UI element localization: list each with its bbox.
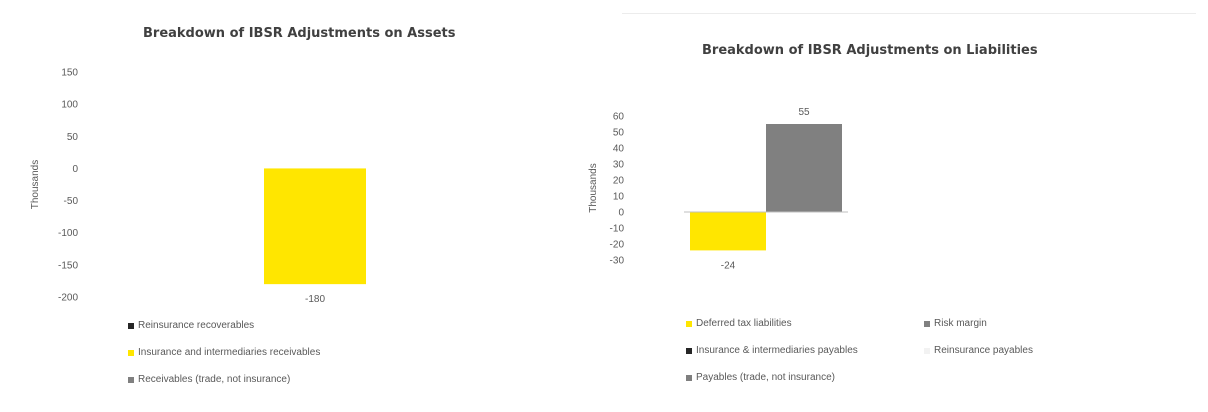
- chart-title: Breakdown of IBSR Adjustments on Assets: [143, 26, 456, 41]
- y-tick-label: -30: [610, 256, 625, 267]
- legend-item: Receivables (trade, not insurance): [128, 374, 290, 385]
- y-tick-label: -200: [58, 293, 78, 304]
- data-label: 55: [798, 107, 810, 118]
- legend-item: Insurance & intermediaries payables: [686, 345, 858, 356]
- y-tick-label: 10: [613, 192, 625, 203]
- liabilities-chart-svg: 60 50 40 30 20 10 0 -10 -20 -30 Thousands -24 55: [588, 107, 848, 271]
- y-tick-label: -100: [58, 228, 78, 239]
- y-tick-label: 0: [618, 208, 624, 219]
- y-tick-label: 150: [61, 68, 78, 79]
- bar: [690, 212, 766, 251]
- legend-label: Risk margin: [934, 318, 987, 329]
- legend-label: Reinsurance payables: [934, 345, 1033, 356]
- y-axis-label: Thousands: [30, 160, 41, 209]
- legend-swatch: [924, 320, 930, 327]
- y-tick-label: -50: [64, 196, 79, 207]
- liabilities-chart-panel: Breakdown of IBSR Adjustments on Liabili…: [588, 0, 1208, 412]
- legend-swatch: [128, 376, 134, 383]
- y-tick-label: -10: [610, 224, 625, 235]
- legend-swatch: [128, 322, 134, 329]
- assets-chart-panel: Breakdown of IBSR Adjustments on Assets …: [0, 0, 600, 412]
- legend-item: Reinsurance payables: [924, 345, 1033, 356]
- y-tick-label: 20: [613, 176, 625, 187]
- legend-item: Risk margin: [924, 318, 987, 329]
- data-label: -24: [721, 260, 736, 271]
- chart-border-line: [622, 13, 1196, 14]
- bar: [264, 168, 366, 285]
- legend-swatch: [686, 320, 692, 327]
- legend-item: Insurance and intermediaries receivables: [128, 347, 320, 358]
- assets-chart-svg: 150 100 50 0 -50 -100 -150 -200 Thousands -180: [30, 68, 366, 305]
- y-tick-label: 50: [613, 128, 625, 139]
- y-tick-label: 0: [72, 164, 78, 175]
- legend-label: Payables (trade, not insurance): [696, 372, 835, 383]
- legend-swatch: [686, 374, 692, 381]
- bar: [766, 124, 842, 212]
- legend-label: Insurance and intermediaries receivables: [138, 347, 321, 358]
- y-tick-label: 30: [613, 160, 625, 171]
- y-axis-label: Thousands: [588, 163, 599, 212]
- legend-item: Deferred tax liabilities: [686, 318, 792, 329]
- legend-swatch: [924, 347, 930, 354]
- legend-label: Deferred tax liabilities: [696, 318, 792, 329]
- y-tick-label: 50: [67, 132, 79, 143]
- legend-swatch: [686, 347, 692, 354]
- legend-label: Receivables (trade, not insurance): [138, 374, 291, 385]
- legend-label: Reinsurance recoverables: [138, 320, 255, 331]
- legend-item: Reinsurance recoverables: [128, 320, 254, 331]
- y-tick-label: 40: [613, 144, 625, 155]
- y-tick-label: -20: [610, 240, 625, 251]
- legend-label: Insurance & intermediaries payables: [696, 345, 858, 356]
- y-tick-label: 60: [613, 112, 625, 123]
- y-tick-label: -150: [58, 260, 78, 271]
- legend-item: Payables (trade, not insurance): [686, 372, 835, 383]
- data-label: -180: [305, 294, 325, 305]
- legend-swatch: [128, 349, 134, 356]
- chart-title: Breakdown of IBSR Adjustments on Liabili…: [702, 43, 1038, 58]
- y-tick-label: 100: [61, 100, 78, 111]
